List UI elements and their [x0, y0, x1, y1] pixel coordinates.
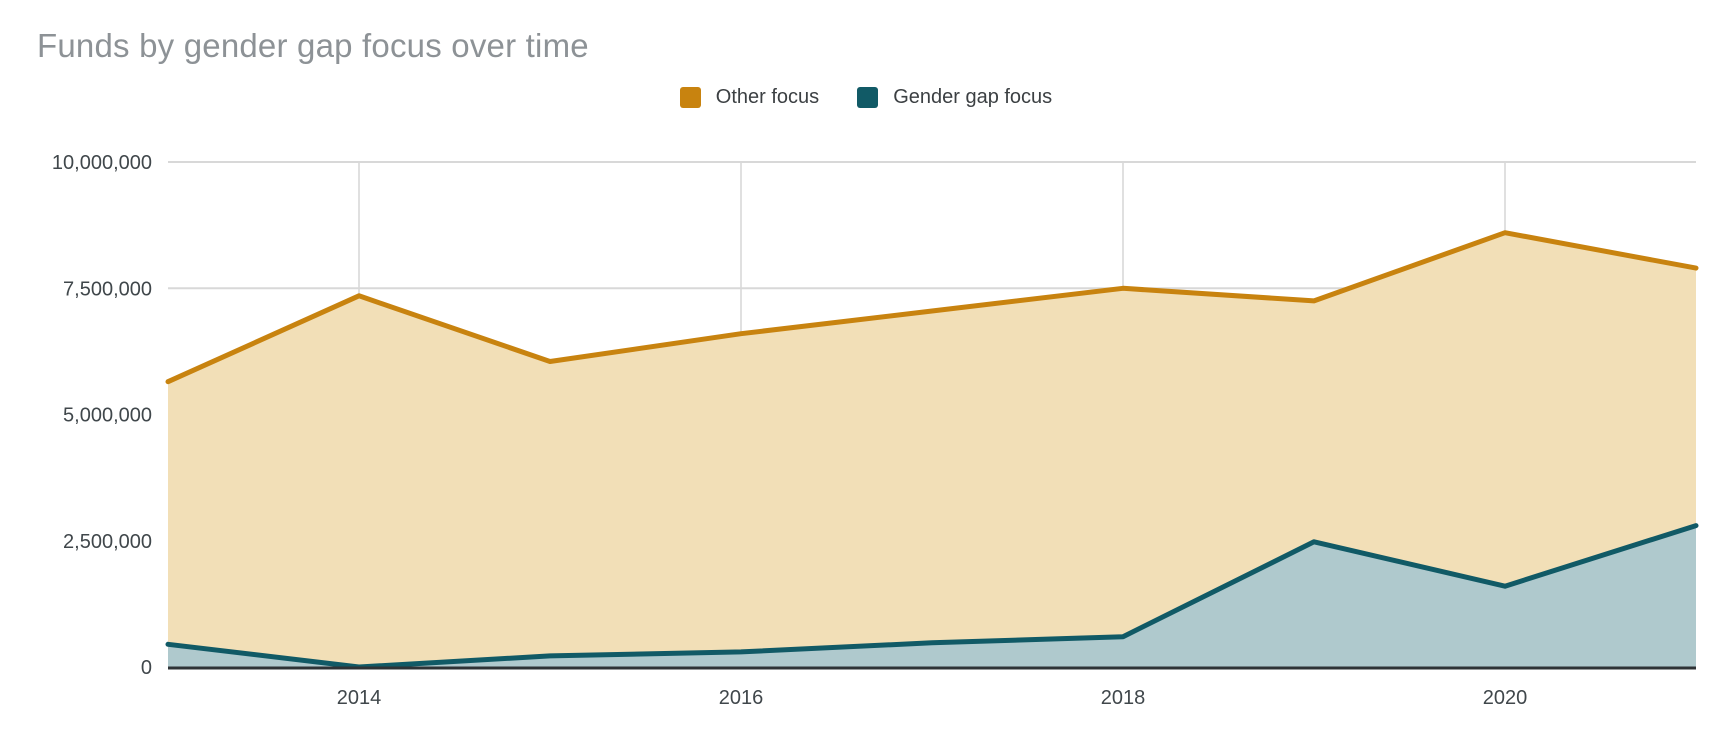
- legend-swatch-other-focus: [679, 87, 701, 108]
- legend-label-other-focus: Other focus: [715, 86, 820, 108]
- legend-item-other-focus: Other focus: [679, 86, 820, 109]
- x-tick-label: 2020: [1483, 687, 1528, 709]
- area-gender-gap-focus: [168, 525, 1696, 667]
- legend-item-gender-gap-focus: Gender gap focus: [857, 86, 1052, 109]
- x-tick-label: 2014: [337, 687, 382, 709]
- chart-legend: Other focus Gender gap focus: [0, 86, 1732, 109]
- line-gender-gap-focus: [165, 523, 1699, 670]
- y-tick-label: 2,500,000: [63, 531, 152, 553]
- legend-swatch-gender-gap-focus: [857, 87, 879, 108]
- x-tick-label: 2018: [1101, 687, 1146, 709]
- chart-title: Funds by gender gap focus over time: [37, 27, 589, 64]
- line-other-focus: [165, 230, 1699, 385]
- y-tick-label: 5,000,000: [63, 405, 152, 427]
- x-tick-label: 2016: [719, 687, 764, 709]
- y-tick-label: 0: [141, 657, 152, 679]
- y-tick-label: 7,500,000: [63, 278, 152, 300]
- y-tick-label: 10,000,000: [52, 152, 152, 174]
- legend-label-gender-gap-focus: Gender gap focus: [893, 86, 1053, 108]
